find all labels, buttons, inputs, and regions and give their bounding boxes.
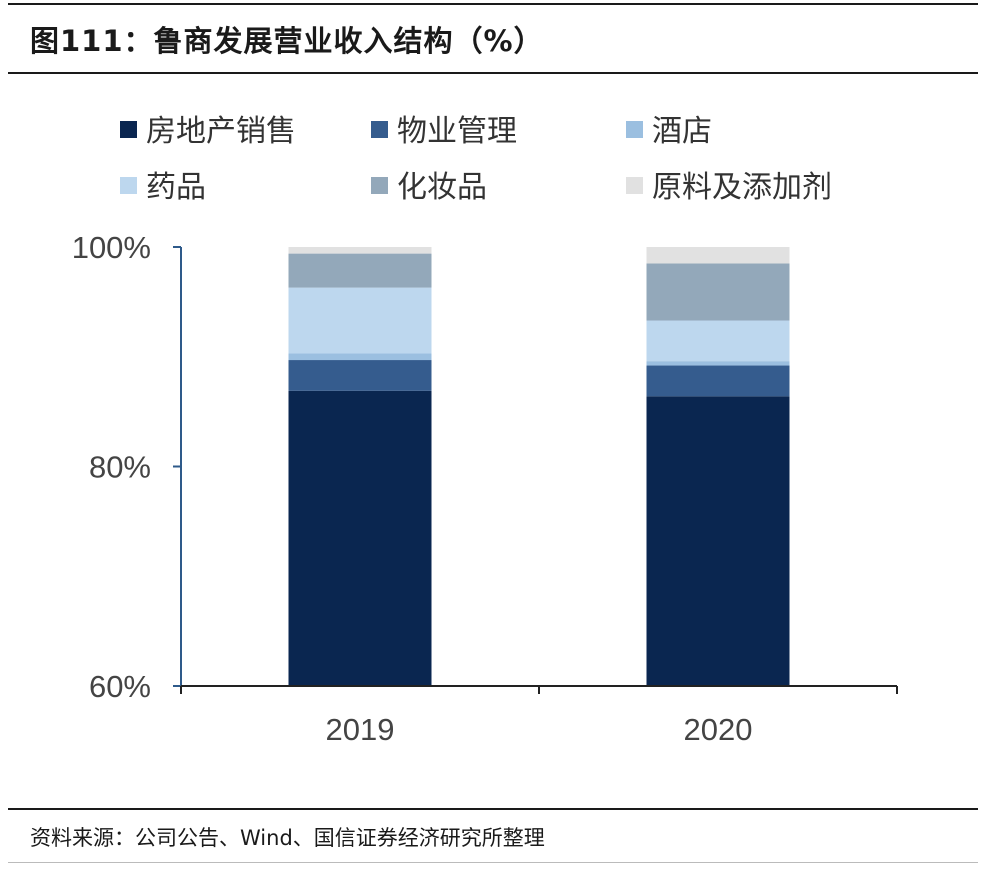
bar-2020-series-1	[646, 396, 790, 686]
bar-2020-series-3	[646, 361, 790, 366]
legend-swatch-2	[371, 121, 388, 138]
y-tick-label-3: 100%	[72, 230, 151, 265]
legend-label-4: 药品	[146, 170, 206, 205]
legend-label-3: 酒店	[652, 114, 712, 149]
bar-2020-series-5	[646, 263, 790, 321]
legend-label-5: 化妆品	[397, 170, 487, 205]
y-tick-label-1: 60%	[89, 669, 151, 704]
bar-2020-series-4	[646, 320, 790, 362]
bar-2019-series-1	[288, 390, 432, 686]
source-top-rule	[8, 808, 978, 810]
bar-2019-series-6	[288, 247, 432, 254]
bottom-rule	[8, 862, 978, 863]
legend-label-2: 物业管理	[397, 114, 517, 149]
legend-label-6: 原料及添加剂	[652, 170, 832, 205]
bar-2019-series-5	[288, 253, 432, 288]
title-top-rule	[8, 3, 978, 5]
bars	[288, 247, 790, 686]
legend-swatch-3	[626, 121, 643, 138]
chart-title: 图111：鲁商发展营业收入结构（%）	[30, 24, 544, 58]
legend-swatch-5	[371, 177, 388, 194]
legend-label-1: 房地产销售	[146, 114, 296, 149]
x-tick-label-2: 2020	[684, 712, 753, 747]
bar-2020-series-6	[646, 247, 790, 264]
bar-2019-series-2	[288, 360, 432, 391]
x-tick-label-1: 2019	[326, 712, 395, 747]
bar-2019-series-4	[288, 287, 432, 354]
legend-swatch-1	[120, 121, 137, 138]
bar-2019-series-3	[288, 353, 432, 361]
axes: 60% 80% 100% 2019 2020	[72, 230, 898, 747]
source-note: 资料来源：公司公告、Wind、国信证券经济研究所整理	[30, 826, 545, 850]
title-bottom-rule	[8, 72, 978, 74]
y-tick-label-2: 80%	[89, 450, 151, 485]
legend-swatch-6	[626, 177, 643, 194]
legend-swatch-4	[120, 177, 137, 194]
bar-2020-series-2	[646, 365, 790, 397]
